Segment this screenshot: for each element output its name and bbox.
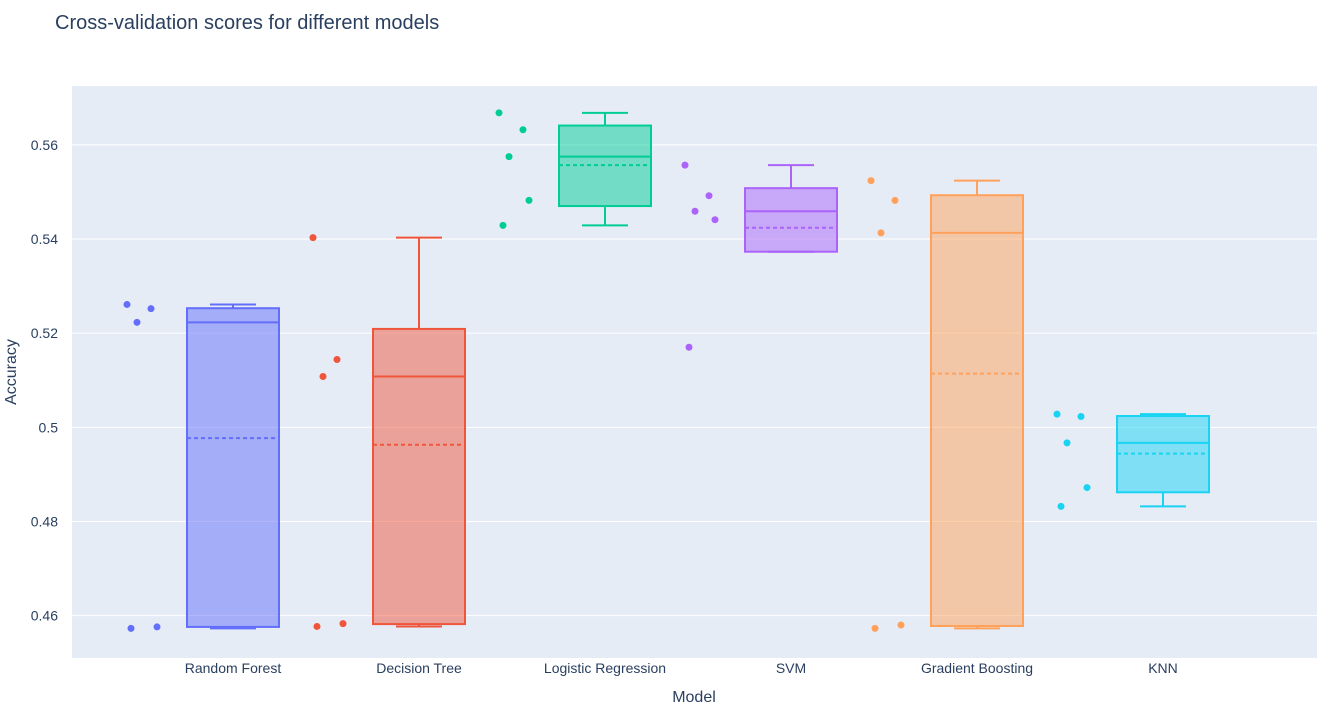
x-tick-label: Decision Tree	[376, 660, 462, 676]
data-point	[1053, 410, 1061, 418]
box-trace	[681, 161, 838, 351]
marks-layer	[123, 109, 1210, 632]
x-tick-label: Random Forest	[185, 660, 282, 676]
data-point	[867, 177, 875, 185]
box-iqr	[930, 194, 1024, 627]
x-tick-label: KNN	[1148, 660, 1178, 676]
axis-layer: 0.46 0.48 0.5 0.52 0.54 0.56 Random Forest Deci…	[31, 137, 1178, 676]
data-point	[495, 109, 503, 117]
y-tick-label: 0.46	[31, 608, 58, 624]
y-tick-label: 0.56	[31, 137, 58, 153]
data-point	[871, 624, 879, 632]
x-tick-label: Logistic Regression	[544, 660, 666, 676]
chart-title: Cross-validation scores for different mo…	[55, 12, 440, 34]
data-point	[339, 620, 347, 628]
y-tick-label: 0.54	[31, 231, 58, 247]
data-point	[691, 207, 699, 215]
data-point	[319, 372, 327, 380]
y-axis-title: Accuracy	[3, 339, 20, 405]
data-point	[877, 229, 885, 237]
data-point	[1057, 502, 1065, 510]
box-trace	[495, 109, 652, 229]
box-trace	[867, 177, 1024, 632]
data-point	[153, 623, 161, 631]
y-tick-label: 0.52	[31, 325, 58, 341]
data-point	[525, 196, 533, 204]
y-tick-label: 0.5	[39, 419, 59, 435]
box-iqr	[372, 327, 466, 626]
data-point	[1077, 412, 1085, 420]
data-point	[711, 216, 719, 224]
y-tick-label: 0.48	[31, 513, 58, 529]
data-point	[313, 622, 321, 630]
data-point	[681, 161, 689, 169]
data-point	[309, 234, 317, 242]
x-tick-label: SVM	[776, 660, 806, 676]
data-point	[1063, 439, 1071, 447]
data-point	[133, 318, 141, 326]
data-point	[685, 343, 693, 351]
data-point	[147, 305, 155, 313]
data-point	[891, 196, 899, 204]
x-axis-title: Model	[672, 689, 716, 706]
data-point	[499, 221, 507, 229]
data-point	[505, 153, 513, 161]
data-point	[705, 192, 713, 200]
data-point	[127, 624, 135, 632]
data-point	[897, 621, 905, 629]
box-trace	[309, 234, 466, 630]
x-tick-label: Gradient Boosting	[921, 660, 1033, 676]
box-iqr	[186, 307, 280, 628]
box-trace	[123, 300, 280, 632]
box-trace	[1053, 410, 1210, 510]
data-point	[333, 356, 341, 364]
data-point	[519, 126, 527, 134]
box-iqr	[744, 187, 838, 253]
data-point	[123, 300, 131, 308]
grid-layer	[72, 144, 1317, 617]
data-point	[1083, 484, 1091, 492]
